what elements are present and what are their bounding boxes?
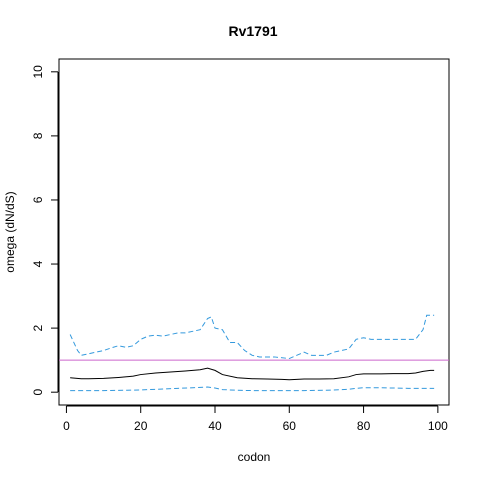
- x-tick-label: 60: [283, 419, 297, 433]
- y-tick-label: 0: [31, 389, 45, 396]
- plot-frame: [58, 58, 450, 406]
- x-tick-label: 20: [134, 419, 148, 433]
- x-tick-label: 100: [428, 419, 448, 433]
- x-tick-label: 80: [357, 419, 371, 433]
- series-line-2: [70, 386, 435, 392]
- y-tick-label: 2: [31, 324, 45, 331]
- series-line-0: [70, 367, 435, 381]
- series-line-1: [69, 314, 435, 360]
- y-axis-label: omega (dN/dS): [3, 191, 17, 272]
- x-tick-label: 40: [208, 419, 222, 433]
- y-tick-label: 4: [31, 260, 45, 267]
- y-tick-label: 6: [31, 196, 45, 203]
- chart-title: Rv1791: [228, 23, 277, 39]
- x-axis-label: codon: [238, 450, 271, 464]
- y-tick-label: 10: [31, 65, 45, 79]
- x-axis: 0 20 40 60 80 100: [63, 405, 448, 433]
- y-tick-label: 8: [31, 132, 45, 139]
- y-axis: 0 2 4 6 8 10: [31, 65, 59, 396]
- x-tick-label: 0: [63, 419, 70, 433]
- series-layer: [69, 314, 435, 392]
